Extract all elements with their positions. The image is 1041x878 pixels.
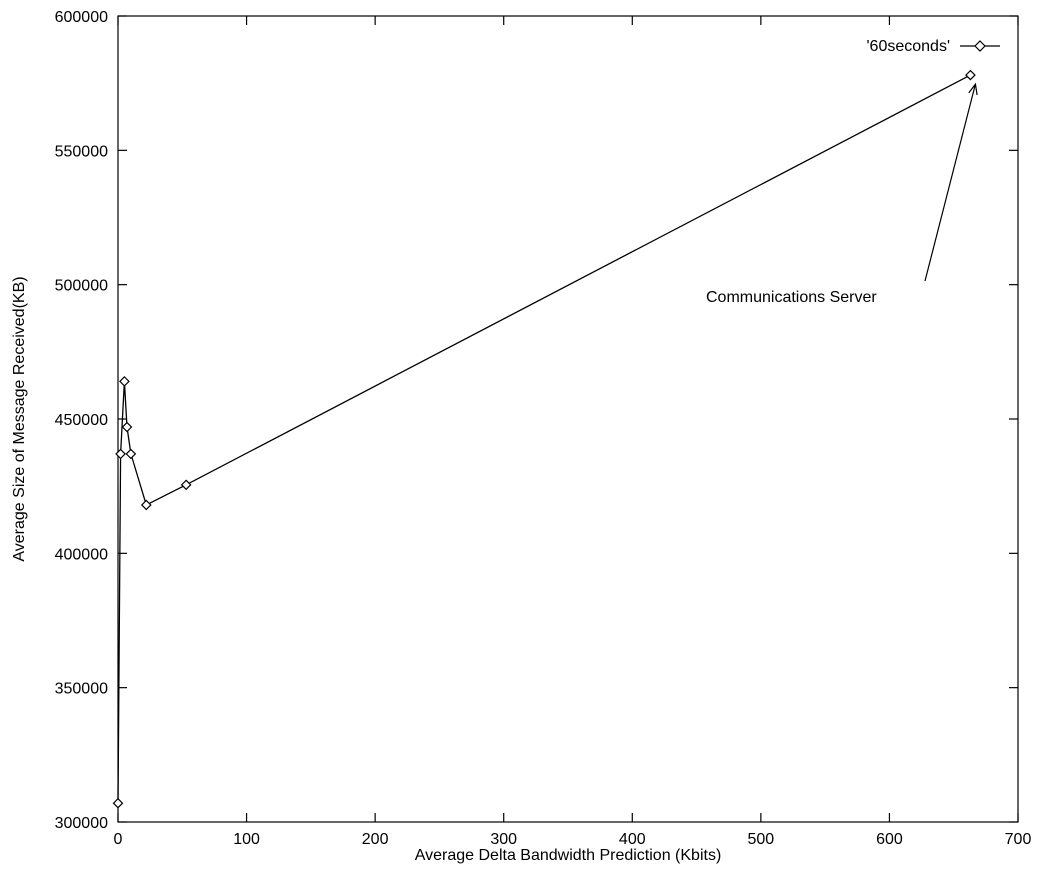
- x-tick-label: 300: [490, 831, 517, 848]
- series-line-0: [117, 74, 971, 804]
- x-tick-label: 700: [1005, 831, 1032, 848]
- y-tick-label: 500000: [55, 278, 108, 295]
- y-tick-labels: 300000 350000 400000 450000 500000 550000 6000…: [55, 9, 108, 832]
- plot-frame: [117, 15, 1019, 823]
- x-tick-label: 600: [876, 831, 903, 848]
- x-tick-labels: 0 100 200 300 400 500 600 700: [114, 831, 1032, 848]
- y-tick-label: 300000: [55, 815, 108, 832]
- data-point: [115, 448, 126, 460]
- y-tick-label: 600000: [55, 9, 108, 26]
- data-point: [125, 448, 137, 460]
- data-point: [119, 376, 130, 387]
- axis-ticks: [117, 15, 1019, 823]
- legend: '60seconds': [867, 38, 1000, 55]
- y-tick-label: 400000: [55, 546, 108, 563]
- data-point: [180, 479, 192, 491]
- legend-label: '60seconds': [867, 38, 951, 55]
- y-tick-label: 550000: [55, 143, 108, 160]
- data-point: [112, 797, 124, 809]
- x-tick-label: 200: [362, 831, 389, 848]
- x-tick-label: 500: [748, 831, 775, 848]
- y-axis-label: Average Size of Message Received(KB): [11, 276, 28, 561]
- x-tick-label: 400: [619, 831, 646, 848]
- legend-marker: [974, 40, 986, 52]
- x-axis-label: Average Delta Bandwidth Prediction (Kbit…: [415, 847, 722, 864]
- series-layer: [112, 69, 976, 809]
- data-point: [965, 69, 976, 81]
- data-point: [140, 499, 152, 511]
- x-tick-label: 0: [114, 831, 123, 848]
- annotation-arrow-head: [968, 82, 978, 96]
- annotation-arrow: [924, 83, 977, 282]
- annotation-layer: Communications Server: [706, 82, 978, 306]
- x-tick-label: 100: [233, 831, 260, 848]
- annotation-communications-server: Communications Server: [706, 289, 877, 306]
- data-point: [121, 421, 133, 433]
- y-tick-label: 350000: [55, 681, 108, 698]
- y-tick-label: 450000: [55, 412, 108, 429]
